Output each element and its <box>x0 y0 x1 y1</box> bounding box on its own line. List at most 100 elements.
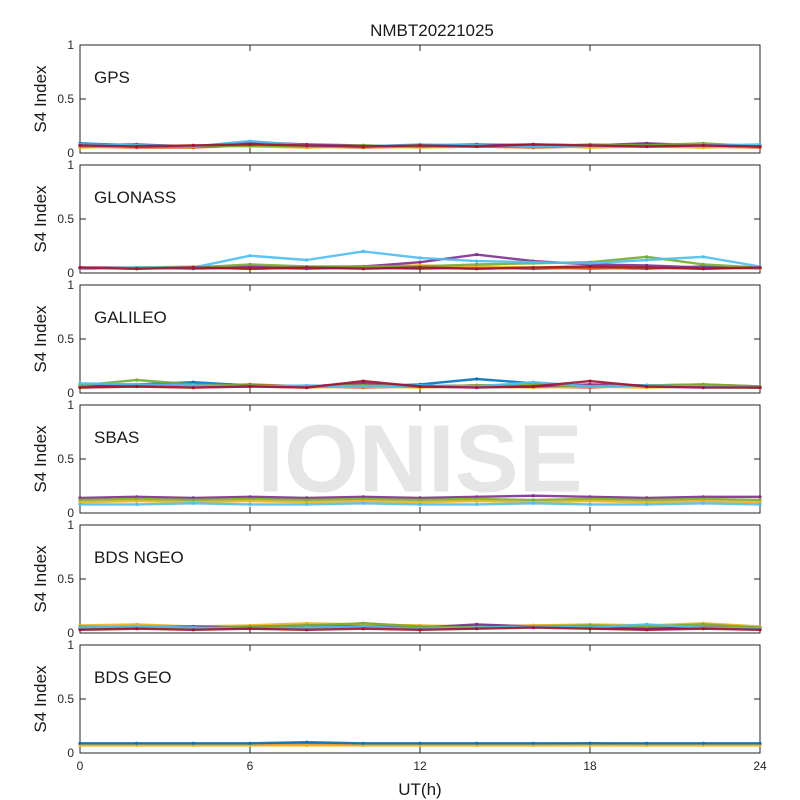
panel-glonass: 0 0.5 1 S4 Index GLONASS <box>31 158 762 280</box>
data-point <box>701 501 705 505</box>
data-point <box>758 628 762 632</box>
data-point <box>248 495 252 499</box>
data-point <box>78 628 82 632</box>
data-point <box>475 377 479 381</box>
data-point <box>78 502 82 506</box>
data-point <box>78 741 82 745</box>
y-axis-label: S4 Index <box>31 425 50 493</box>
data-point <box>758 498 762 502</box>
data-point <box>191 386 195 390</box>
data-point <box>248 627 252 631</box>
data-point <box>701 622 705 627</box>
data-point <box>588 143 592 147</box>
data-point <box>305 626 309 630</box>
y-tick-label: 1 <box>67 638 74 652</box>
data-point <box>135 741 139 745</box>
panel-gps: 0 0.5 1 S4 Index GPS <box>31 38 762 160</box>
data-point <box>361 501 365 505</box>
watermark-text: IONISE <box>257 405 582 512</box>
data-point <box>248 384 252 389</box>
data-point <box>191 626 195 630</box>
data-point <box>588 627 592 631</box>
y-tick-label: 0.5 <box>57 212 74 226</box>
data-point <box>418 143 422 147</box>
data-point <box>305 743 309 748</box>
data-point <box>418 741 422 745</box>
x-tick-label: 6 <box>247 759 254 773</box>
y-tick-label: 0 <box>67 386 74 400</box>
x-tick-label: 24 <box>753 759 767 773</box>
y-tick-label: 0.5 <box>57 92 74 106</box>
data-point <box>588 146 592 150</box>
data-point <box>475 144 479 149</box>
y-axis-label: S4 Index <box>31 185 50 253</box>
data-point <box>305 386 309 390</box>
data-point <box>701 495 705 499</box>
data-point <box>135 502 139 506</box>
data-point <box>305 623 309 628</box>
data-point <box>645 502 649 506</box>
data-point <box>588 502 592 506</box>
data-point <box>135 378 139 382</box>
figure-title: NMBT20221025 <box>370 21 494 40</box>
data-point <box>475 627 479 631</box>
data-point <box>418 502 422 506</box>
series-4 <box>78 501 762 506</box>
data-point <box>418 266 422 270</box>
series-7 <box>78 142 762 149</box>
data-point <box>645 741 649 745</box>
data-point <box>701 741 705 745</box>
data-point <box>248 267 252 271</box>
y-tick-label: 0 <box>67 626 74 640</box>
data-point <box>135 495 139 499</box>
panel-label: BDS GEO <box>94 668 171 687</box>
y-axis-label: S4 Index <box>31 545 50 613</box>
data-point <box>361 384 365 389</box>
y-tick-label: 1 <box>67 158 74 172</box>
data-point <box>588 623 592 628</box>
x-tick-label: 0 <box>77 759 84 773</box>
data-point <box>361 495 365 499</box>
y-axis-label: S4 Index <box>31 305 50 373</box>
data-point <box>305 628 309 632</box>
data-point <box>531 380 535 384</box>
data-point <box>475 502 479 506</box>
data-point <box>78 626 82 630</box>
panel-label: BDS NGEO <box>94 548 184 567</box>
data-point <box>758 266 762 270</box>
data-point <box>701 386 705 390</box>
data-point <box>191 266 195 270</box>
panel-label: GALILEO <box>94 308 167 327</box>
plot-area <box>79 44 761 154</box>
data-point <box>645 266 649 270</box>
data-point <box>305 500 309 504</box>
data-point <box>191 498 195 502</box>
y-tick-label: 0.5 <box>57 572 74 586</box>
plot-area <box>79 284 761 394</box>
data-point <box>248 624 252 629</box>
data-point <box>135 499 139 503</box>
data-point <box>361 741 365 745</box>
panel-bds-ngeo: 0 0.5 1 S4 Index BDS NGEO <box>31 518 762 640</box>
data-point <box>475 259 479 263</box>
plot-area <box>79 524 761 634</box>
data-point <box>531 498 535 502</box>
data-point <box>645 628 649 632</box>
data-point <box>588 499 592 503</box>
data-point <box>78 266 82 270</box>
data-point <box>305 143 309 147</box>
data-point <box>588 264 592 269</box>
x-tick-label: 18 <box>583 759 597 773</box>
panel-bds-geo: 0 0.5 1 0 6 12 18 24 S4 Index BDS GEO <box>31 638 767 773</box>
data-point <box>758 495 762 499</box>
y-tick-label: 0.5 <box>57 332 74 346</box>
data-point <box>701 499 705 503</box>
y-tick-label: 1 <box>67 518 74 532</box>
data-point <box>248 262 252 266</box>
data-point <box>475 386 479 390</box>
panel-label: GPS <box>94 68 130 87</box>
x-tick-label: 12 <box>413 759 427 773</box>
data-point <box>475 253 479 257</box>
data-point <box>78 498 82 502</box>
